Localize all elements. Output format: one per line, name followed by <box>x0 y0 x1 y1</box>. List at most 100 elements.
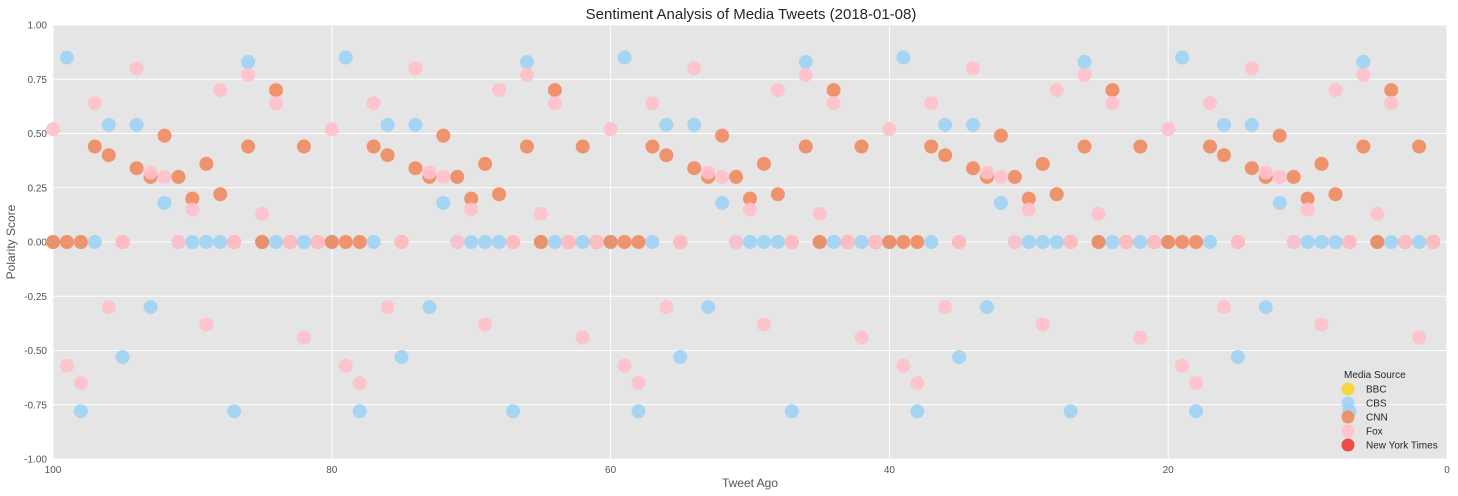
point-cnn <box>101 148 116 163</box>
point-cnn <box>1370 235 1385 249</box>
point-cbs <box>213 235 228 249</box>
point-fox <box>812 206 827 221</box>
point-cbs <box>129 117 144 132</box>
point-cnn <box>770 187 785 202</box>
point-fox <box>770 83 785 98</box>
point-fox <box>352 376 367 391</box>
point-cnn <box>1161 235 1176 249</box>
point-cnn <box>380 148 395 163</box>
point-fox <box>1342 235 1357 249</box>
point-fox <box>115 235 130 249</box>
y-tick-label: 1.00 <box>28 21 48 32</box>
point-cnn <box>478 156 493 171</box>
point-cbs <box>715 195 730 210</box>
point-fox <box>492 83 507 98</box>
point-cbs <box>938 117 953 132</box>
point-fox <box>1147 235 1162 249</box>
point-fox <box>129 61 144 76</box>
point-cbs <box>673 350 688 365</box>
point-cnn <box>743 191 757 206</box>
legend-label-new-york-times: New York Times <box>1366 441 1438 452</box>
x-tick-label: 40 <box>884 465 896 476</box>
point-fox <box>1189 376 1204 391</box>
point-cbs <box>1189 404 1204 419</box>
point-cnn <box>213 187 228 202</box>
point-cnn <box>938 148 953 163</box>
point-cbs <box>993 195 1008 210</box>
point-fox <box>296 330 311 345</box>
point-fox <box>1035 317 1050 332</box>
point-cbs <box>854 235 869 249</box>
point-fox <box>519 67 534 82</box>
point-fox <box>882 122 897 137</box>
point-fox <box>589 235 604 249</box>
point-cnn <box>1286 169 1301 184</box>
point-cbs <box>743 235 757 249</box>
point-cnn <box>715 128 730 143</box>
point-cnn <box>575 139 590 154</box>
point-cnn <box>533 235 548 249</box>
point-cnn <box>798 139 813 154</box>
point-fox <box>227 235 242 249</box>
point-fox <box>422 165 437 180</box>
point-fox <box>1161 122 1176 137</box>
point-cbs <box>617 50 632 65</box>
point-cbs <box>1063 404 1078 419</box>
point-fox <box>1133 330 1148 345</box>
point-cnn <box>338 235 353 249</box>
legend-marker-new-york-times <box>1341 438 1355 452</box>
point-fox <box>1049 83 1064 98</box>
point-cnn <box>910 235 925 249</box>
point-fox <box>1007 235 1022 249</box>
legend-marker-cbs <box>1341 396 1355 410</box>
point-cbs <box>631 404 646 419</box>
point-fox <box>1272 169 1287 184</box>
point-cbs <box>1328 235 1343 249</box>
point-cnn <box>882 235 897 249</box>
point-fox <box>896 358 911 373</box>
point-fox <box>1426 235 1441 249</box>
point-cbs <box>436 195 451 210</box>
point-fox <box>324 122 339 137</box>
point-cbs <box>952 350 967 365</box>
point-fox <box>645 96 660 111</box>
point-fox <box>826 96 841 111</box>
point-cnn <box>1007 169 1022 184</box>
y-tick-label: 0.25 <box>28 183 48 194</box>
point-cnn <box>1272 128 1287 143</box>
point-fox <box>687 61 702 76</box>
point-fox <box>1356 67 1371 82</box>
point-fox <box>1063 235 1078 249</box>
point-cnn <box>1328 187 1343 202</box>
point-fox <box>868 235 883 249</box>
y-tick-label: 0.50 <box>28 129 48 140</box>
point-cbs <box>366 235 381 249</box>
point-cnn <box>547 83 562 98</box>
y-axis-label: Polarity Score <box>4 204 18 279</box>
point-cbs <box>1314 235 1329 249</box>
point-fox <box>729 235 744 249</box>
point-cnn <box>603 235 618 249</box>
point-fox <box>1412 330 1427 345</box>
point-fox <box>1300 202 1315 217</box>
point-cnn <box>255 235 270 249</box>
point-fox <box>59 358 74 373</box>
point-fox <box>1286 235 1301 249</box>
legend-marker-cnn <box>1341 410 1355 424</box>
point-cnn <box>366 139 381 154</box>
point-cbs <box>157 195 172 210</box>
point-cbs <box>1216 117 1231 132</box>
point-cnn <box>1384 83 1399 98</box>
point-cbs <box>506 404 521 419</box>
point-cbs <box>1049 235 1064 249</box>
point-fox <box>1244 61 1259 76</box>
point-cbs <box>199 235 214 249</box>
y-tick-label: -1.00 <box>24 455 47 466</box>
y-tick-labels: 1.00 0.75 0.50 0.25 0.00 -0.25 -0.50 -0.75 -1.00 <box>24 21 47 466</box>
point-fox <box>171 235 186 249</box>
x-axis-label: Tweet Ago <box>722 476 778 490</box>
point-cnn <box>1077 139 1092 154</box>
point-cnn <box>659 148 674 163</box>
point-fox <box>1021 202 1036 217</box>
